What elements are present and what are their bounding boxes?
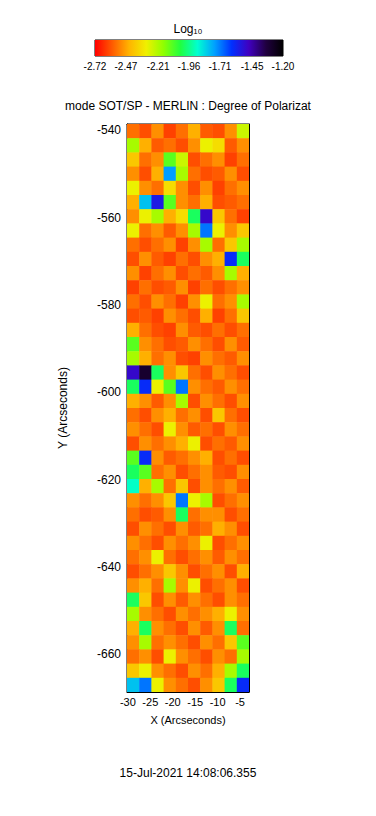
svg-text:mode SOT/SP - MERLIN : Degree: mode SOT/SP - MERLIN : Degree of Polariz… (65, 99, 312, 113)
svg-text:-1.20: -1.20 (272, 61, 295, 72)
svg-text:-660: -660 (97, 647, 121, 661)
svg-text:Log₁₀: Log₁₀ (173, 22, 202, 36)
svg-text:-15: -15 (187, 696, 203, 708)
svg-text:-1.96: -1.96 (178, 61, 201, 72)
svg-text:-640: -640 (97, 560, 121, 574)
svg-text:-1.45: -1.45 (241, 61, 264, 72)
svg-text:-30: -30 (120, 696, 136, 708)
svg-text:-5: -5 (235, 696, 245, 708)
svg-text:-560: -560 (97, 211, 121, 225)
svg-text:-10: -10 (210, 696, 226, 708)
svg-text:-2.21: -2.21 (147, 61, 170, 72)
svg-text:-540: -540 (97, 123, 121, 137)
svg-text:-25: -25 (142, 696, 158, 708)
svg-text:-580: -580 (97, 298, 121, 312)
svg-text:-2.47: -2.47 (115, 61, 138, 72)
svg-text:-600: -600 (97, 385, 121, 399)
svg-text:15-Jul-2021 14:08:06.355: 15-Jul-2021 14:08:06.355 (120, 766, 257, 780)
svg-text:Y (Arcseconds): Y (Arcseconds) (56, 367, 70, 449)
svg-text:X (Arcseconds): X (Arcseconds) (150, 714, 225, 726)
svg-text:-620: -620 (97, 473, 121, 487)
svg-text:-1.71: -1.71 (209, 61, 232, 72)
svg-text:-20: -20 (165, 696, 181, 708)
svg-text:-2.72: -2.72 (84, 61, 107, 72)
